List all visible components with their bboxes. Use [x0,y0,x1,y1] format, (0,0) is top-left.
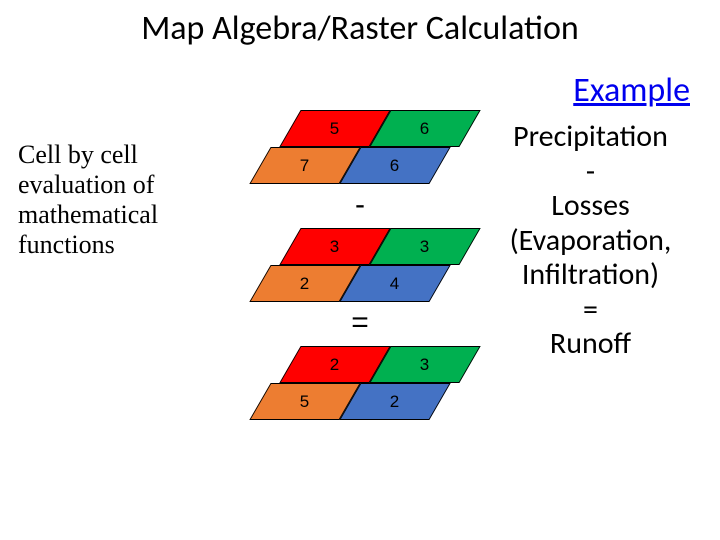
cell-value: 7 [300,156,309,176]
operator-equals: = [225,308,475,338]
raster-cell: 4 [339,265,450,302]
example-subtitle: Example [573,70,690,111]
operator-minus: - [225,190,475,220]
cell-value: 6 [390,156,399,176]
raster-cell: 3 [369,346,480,383]
raster-runoff: 2 3 5 2 [225,346,475,420]
cell-value: 3 [420,355,429,375]
raster-diagram: 5 6 7 6 - 3 3 2 4 = 2 3 5 2 [225,110,475,530]
cell-value: 2 [390,392,399,412]
description-text: Cell by cell evaluation of mathematical … [18,140,218,260]
raster-losses: 3 3 2 4 [225,228,475,302]
raster-precip: 5 6 7 6 [225,110,475,184]
raster-cell: 6 [339,147,450,184]
cell-value: 3 [420,237,429,257]
raster-cell: 6 [369,110,480,147]
cell-value: 5 [300,392,309,412]
cell-value: 5 [330,119,339,139]
equation-text: Precipitation-Losses(Evaporation,Infiltr… [473,120,708,362]
cell-value: 4 [390,274,399,294]
cell-value: 2 [330,355,339,375]
cell-value: 3 [330,237,339,257]
cell-value: 2 [300,274,309,294]
raster-cell: 2 [339,383,450,420]
raster-cell: 3 [369,228,480,265]
cell-value: 6 [420,119,429,139]
page-title: Map Algebra/Raster Calculation [0,0,720,49]
